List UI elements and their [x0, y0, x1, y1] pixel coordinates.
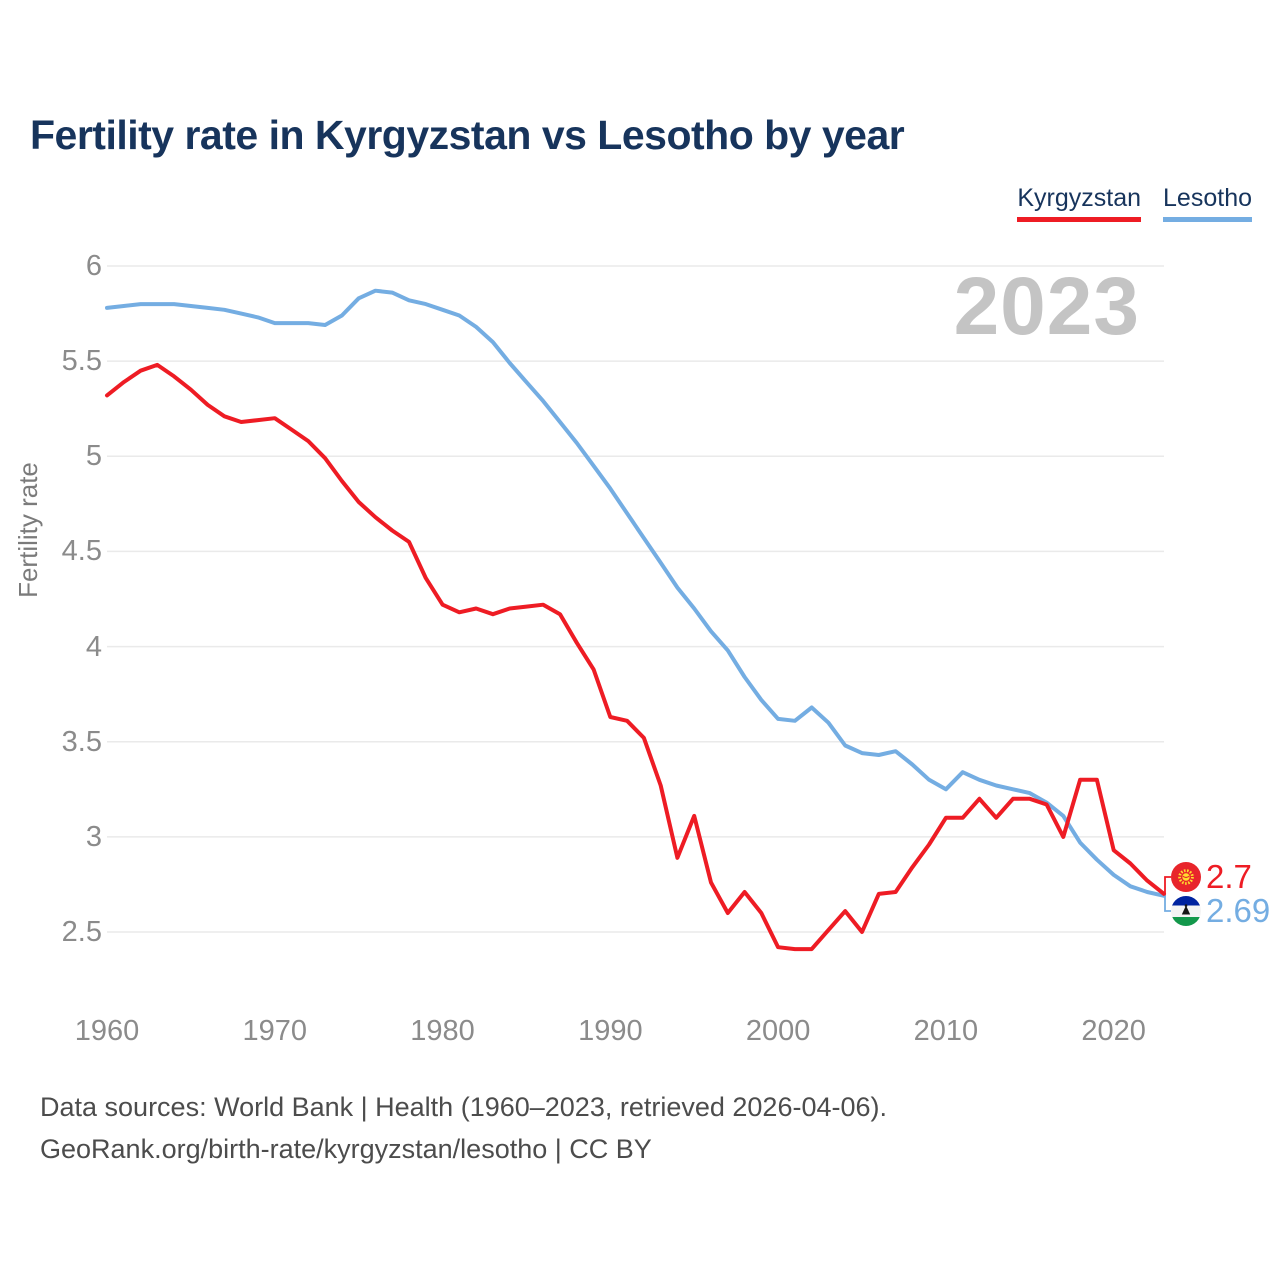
- series-line-lesotho[interactable]: [105, 288, 1166, 898]
- end-value-lesotho: 2.69: [1206, 892, 1271, 929]
- y-tick-label: 5: [85, 440, 102, 473]
- y-tick-label: 5.5: [61, 345, 102, 378]
- x-tick-label: 2020: [1081, 1015, 1146, 1047]
- legend-item-kyrgyzstan[interactable]: Kyrgyzstan: [1017, 184, 1142, 222]
- x-tick-label: 1970: [242, 1015, 308, 1047]
- legend-label-kyrgyzstan: Kyrgyzstan: [1017, 184, 1142, 212]
- x-tick-label: 2010: [913, 1015, 979, 1047]
- kyrgyzstan-flag-icon: [1171, 862, 1201, 892]
- y-tick-label: 2.5: [61, 916, 102, 948]
- watermark-year: 2023: [953, 261, 1140, 352]
- end-connectors: [1164, 876, 1171, 912]
- y-tick-label: 4: [85, 630, 102, 663]
- x-tick-label: 1960: [74, 1015, 140, 1047]
- y-tick-label: 6: [85, 250, 102, 282]
- end-value-kyrgyzstan: 2.7: [1206, 858, 1252, 895]
- connector-lesotho: [1164, 895, 1171, 912]
- footer: Data sources: World Bank | Health (1960–…: [40, 1086, 1240, 1170]
- y-tick-label: 3.5: [61, 725, 102, 758]
- x-tick-label: 1980: [410, 1015, 475, 1047]
- lesotho-flag-icon: [1171, 896, 1201, 926]
- source-link-text[interactable]: GeoRank.org/birth-rate/kyrgyzstan/lesoth…: [40, 1134, 652, 1164]
- legend-label-lesotho: Lesotho: [1163, 184, 1252, 212]
- series-line-kyrgyzstan[interactable]: [105, 362, 1166, 952]
- x-tick-label: 1990: [578, 1015, 643, 1047]
- data-sources-text: Data sources: World Bank | Health (1960–…: [40, 1092, 887, 1122]
- legend-item-lesotho[interactable]: Lesotho: [1163, 184, 1252, 222]
- y-tick-label: 4.5: [61, 535, 102, 568]
- legend: Kyrgyzstan Lesotho: [1017, 184, 1252, 222]
- y-tick-label: 3: [85, 820, 102, 853]
- connector-kyrgyzstan: [1164, 876, 1171, 894]
- gridlines: [107, 265, 1164, 933]
- page-title: Fertility rate in Kyrgyzstan vs Lesotho …: [30, 112, 905, 158]
- x-tick-label: 2000: [745, 1015, 811, 1047]
